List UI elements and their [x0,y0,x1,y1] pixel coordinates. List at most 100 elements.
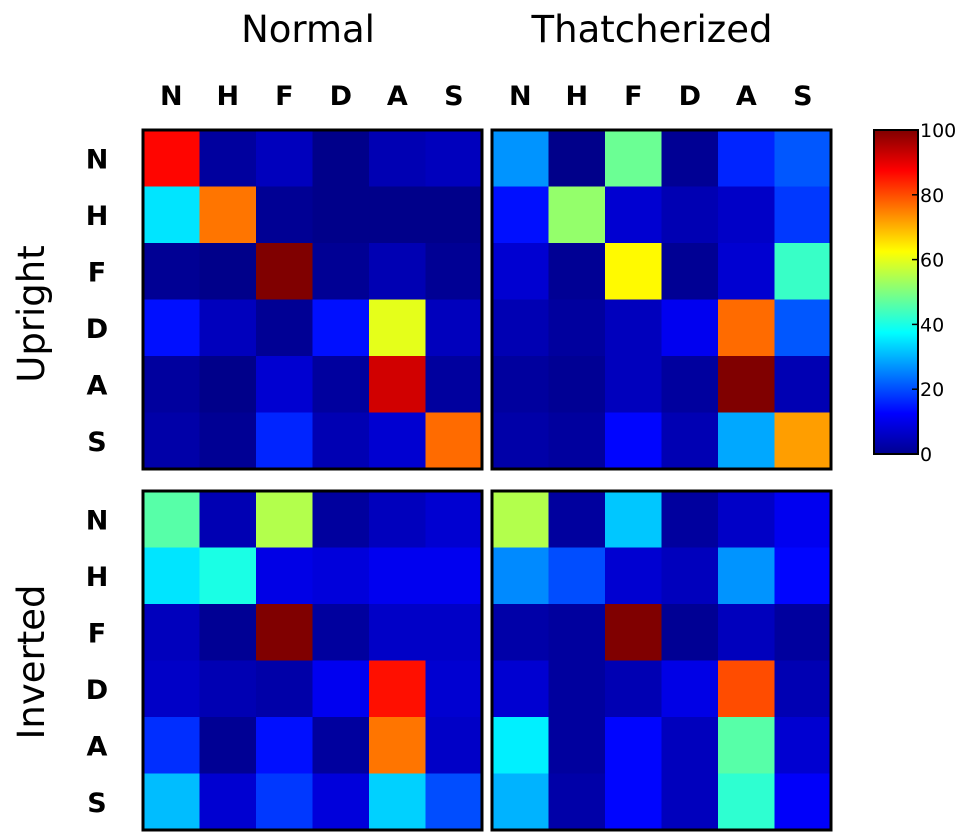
heatmap-cell [661,491,719,549]
heatmap-cell [605,547,663,605]
heatmap-cell [369,356,427,414]
heatmap-cell [492,412,550,470]
heatmap-cell [492,604,550,662]
heatmap-cell [605,773,663,831]
heatmap-cell [143,186,201,244]
heatmap-cell [774,130,832,188]
heatmap-cell [605,660,663,718]
heatmap-cell [425,547,483,605]
heatmap-cell [143,299,201,357]
heatmap-cell [661,299,719,357]
heatmap-cell [312,356,370,414]
heatmap-cell [425,660,483,718]
heatmap-cell [425,243,483,301]
heatmap-cell [548,604,606,662]
heatmap-cell [143,773,201,831]
heatmap-cell [369,491,427,549]
heatmap-cell [312,717,370,775]
heatmap-cell [605,604,663,662]
heatmap-cell [718,660,776,718]
heatmap-cell [425,356,483,414]
x-tick-label: D [330,81,352,112]
column-title-thatcherized: Thatcherized [531,8,773,51]
heatmap-cell [199,356,257,414]
panel-upright-thatcherized [490,128,833,471]
panel-border [490,128,833,471]
heatmap-cell [256,356,314,414]
heatmap-cell [256,412,314,470]
x-tick-label: S [793,81,812,112]
heatmap-cell [369,412,427,470]
panel-border [141,489,484,832]
heatmap-cell [548,660,606,718]
heatmap-cell [143,547,201,605]
heatmap-cell [661,660,719,718]
panel-inverted-normal [141,489,484,832]
heatmap-cell [256,130,314,188]
heatmap-cell [312,412,370,470]
heatmap-cell [661,356,719,414]
heatmap-cell [199,186,257,244]
heatmap-cell [492,299,550,357]
heatmap-cell [774,412,832,470]
heatmap-cell [425,717,483,775]
heatmap-cell [605,412,663,470]
heatmap-cell [143,130,201,188]
heatmap-cell [718,717,776,775]
heatmap-cell [492,186,550,244]
heatmap-cell [369,773,427,831]
heatmap-cell [605,186,663,244]
x-tick-label: H [565,81,588,112]
heatmap-cell [425,491,483,549]
colorbar-tick-label: 60 [920,250,944,272]
heatmap-cell [548,299,606,357]
y-tick-label: A [87,370,108,401]
x-tick-label: F [275,81,293,112]
y-tick-label: S [87,788,106,819]
heatmap-cell [661,130,719,188]
heatmap-cell [312,186,370,244]
panel-upright-normal [141,128,484,471]
x-tick-label: A [736,81,757,112]
heatmap-cell [718,299,776,357]
heatmap-cell [199,243,257,301]
x-tick-label: N [160,81,183,112]
heatmap-cell [492,773,550,831]
heatmap-cell [312,660,370,718]
heatmap-cell [256,660,314,718]
heatmap-cell [199,130,257,188]
heatmap-cell [718,356,776,414]
heatmap-cell [718,547,776,605]
colorbar: 100 80 60 40 20 0 [873,120,956,466]
heatmap-cell [718,491,776,549]
y-tick-label: H [86,201,109,232]
heatmap-cell [548,773,606,831]
heatmap-cell [143,717,201,775]
heatmap-cell [492,491,550,549]
heatmap-cell [256,243,314,301]
heatmap-cell [548,491,606,549]
heatmap-cell [774,186,832,244]
heatmap-cell [256,773,314,831]
heatmap-cell [661,717,719,775]
heatmap-cell [256,186,314,244]
heatmap-cell [661,186,719,244]
heatmap-cell [605,130,663,188]
heatmap-cell [605,356,663,414]
heatmap-cell [661,243,719,301]
heatmap-cell [425,130,483,188]
x-tick-label: H [216,81,239,112]
heatmap-cell [143,243,201,301]
heatmap-cell [199,412,257,470]
heatmap-cell [199,660,257,718]
heatmap-cell [369,604,427,662]
heatmap-cell [718,773,776,831]
y-tick-label: H [86,562,109,593]
heatmap-cell [425,186,483,244]
y-tick-label: N [86,505,109,536]
colorbar-tick-label: 0 [920,444,932,466]
heatmap-cell [661,773,719,831]
y-tick-label: S [87,427,106,458]
